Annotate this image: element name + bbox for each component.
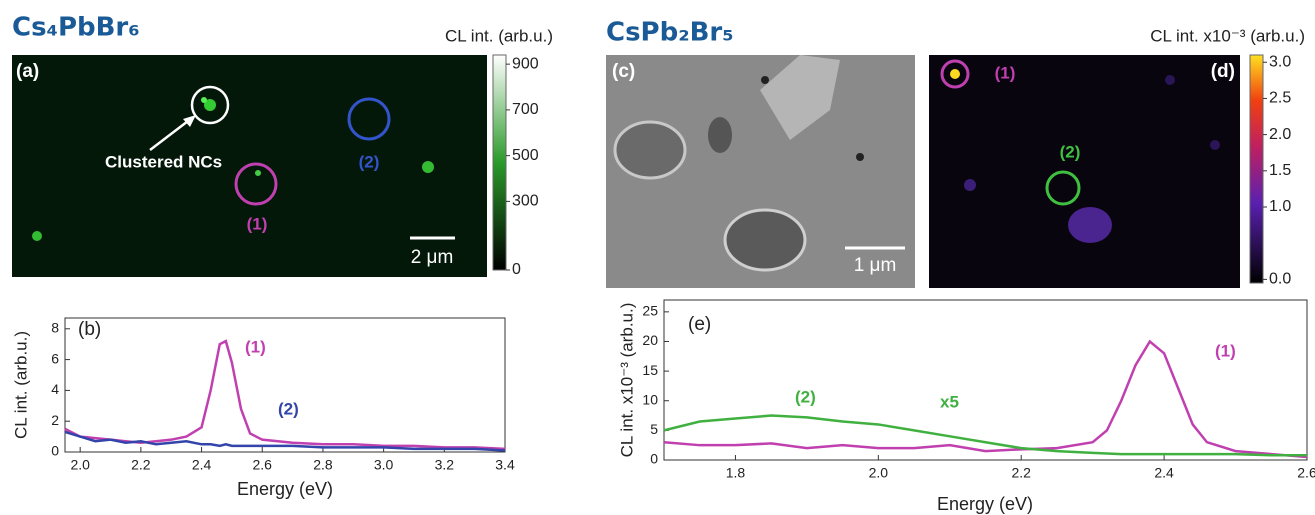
annotation: Clustered NCs xyxy=(105,152,222,171)
colorbar-tick-label: 2.0 xyxy=(1269,126,1291,143)
colorbar-tick-label: 300 xyxy=(512,193,539,210)
x-tick-label: 2.8 xyxy=(313,457,333,473)
x-tick-label: 3.4 xyxy=(495,457,515,473)
panel-label: (a) xyxy=(16,61,39,82)
y-tick-label: 5 xyxy=(650,421,658,437)
series-line xyxy=(663,339,1308,459)
y-tick-label: 8 xyxy=(51,319,59,335)
y-axis-label: CL int. x10⁻³ (arb.u.) xyxy=(617,303,636,458)
marker-label: (1) xyxy=(247,214,268,233)
y-tick-label: 0 xyxy=(650,451,658,467)
marker-label: (1) xyxy=(995,63,1016,82)
x-tick-label: 1.8 xyxy=(726,465,746,481)
right-title: CsPb₂Br₅ xyxy=(606,18,734,48)
x-tick-label: 2.4 xyxy=(192,457,212,473)
y-tick-label: 2 xyxy=(51,412,59,428)
panel-c-image xyxy=(606,55,915,288)
x-tick-label: 3.0 xyxy=(374,457,394,473)
scale-bar-label: 2 μm xyxy=(411,247,454,268)
colorbar-tick-label: 900 xyxy=(512,55,539,72)
series-label: (1) xyxy=(245,337,266,356)
x-tick-label: 2.2 xyxy=(131,457,151,473)
plot-frame xyxy=(64,317,506,453)
series-line xyxy=(663,414,1307,457)
x-tick-label: 2.2 xyxy=(1011,465,1031,481)
colorbar-tick-label: 1.5 xyxy=(1269,162,1291,179)
panel-label: (c) xyxy=(612,61,635,82)
y-tick-label: 6 xyxy=(51,350,59,366)
left-title: Cs₄PbBr₆ xyxy=(12,13,140,43)
y-tick-label: 15 xyxy=(642,362,658,378)
colorbar xyxy=(492,54,507,271)
colorbar xyxy=(1249,54,1264,284)
panel-label: (d) xyxy=(1211,61,1235,82)
panel-d-image xyxy=(929,55,1240,288)
x-axis-label: Energy (eV) xyxy=(937,494,1033,514)
colorbar-title: CL int. (arb.u.) xyxy=(445,26,553,45)
y-tick-label: 4 xyxy=(51,381,59,397)
colorbar-tick-label: 500 xyxy=(512,147,539,164)
y-tick-label: 10 xyxy=(642,391,658,407)
y-tick-label: 20 xyxy=(642,332,658,348)
x-axis-label: Energy (eV) xyxy=(237,479,333,499)
marker-label: (2) xyxy=(359,152,380,171)
y-axis-label: CL int. (arb.u.) xyxy=(11,331,30,439)
series-label: (1) xyxy=(1215,341,1236,360)
panel-label: (b) xyxy=(78,319,101,340)
x-tick-label: 3.2 xyxy=(435,457,455,473)
x-tick-label: 2.6 xyxy=(253,457,273,473)
series-line xyxy=(64,430,506,452)
x-tick-label: 2.0 xyxy=(869,465,889,481)
y-tick-label: 25 xyxy=(642,303,658,319)
colorbar-title: CL int. x10⁻³ (arb.u.) xyxy=(1150,26,1305,45)
series-label: (2) xyxy=(278,399,299,418)
colorbar-tick-label: 1.0 xyxy=(1269,198,1291,215)
plot-frame xyxy=(663,299,1308,461)
marker-label: (2) xyxy=(1060,142,1081,161)
colorbar-tick-label: 2.5 xyxy=(1269,90,1291,107)
y-tick-label: 0 xyxy=(51,443,59,459)
annotation: x5 xyxy=(940,392,959,411)
colorbar-tick-label: 0.0 xyxy=(1269,271,1291,288)
colorbar-tick-label: 700 xyxy=(512,101,539,118)
series-line xyxy=(64,339,506,451)
x-tick-label: 2.0 xyxy=(70,457,90,473)
colorbar-tick-label: 3.0 xyxy=(1269,53,1291,70)
x-tick-label: 2.4 xyxy=(1154,465,1174,481)
series-label: (2) xyxy=(795,387,816,406)
scale-bar-label: 1 μm xyxy=(854,255,897,276)
panel-label: (e) xyxy=(688,314,711,335)
x-tick-label: 2.6 xyxy=(1297,465,1315,481)
colorbar-tick-label: 0 xyxy=(512,261,521,278)
panel-a-image xyxy=(12,55,487,277)
